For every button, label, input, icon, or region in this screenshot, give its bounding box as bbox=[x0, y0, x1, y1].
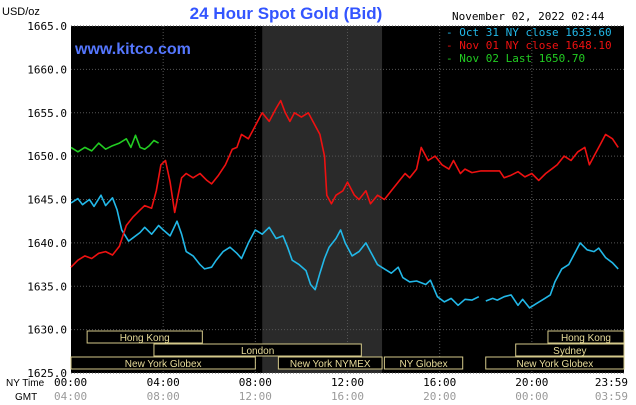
x-tick-label-ny: 20:00 bbox=[515, 376, 548, 389]
session-bar-box bbox=[547, 330, 625, 344]
session-bar: New York Globex bbox=[70, 356, 256, 370]
timestamp: November 02, 2022 02:44 bbox=[452, 10, 605, 23]
y-tick-label: 1640.0 bbox=[27, 237, 67, 250]
session-label: New York NYMEX bbox=[290, 359, 371, 370]
y-tick-label: 1650.0 bbox=[27, 150, 67, 163]
highlight-band bbox=[262, 26, 383, 373]
session-bar: London bbox=[153, 343, 362, 357]
x-tick-label-gmt: 08:00 bbox=[147, 390, 180, 403]
y-tick-label: 1625.0 bbox=[27, 367, 67, 380]
x-axis-ticks: 00:0004:0004:0008:0008:0012:0012:0016:00… bbox=[54, 376, 628, 403]
y-axis-ticks: 1665.0 1660.0 1655.0 1650.0 1645.0 1640.0 1635… bbox=[27, 20, 67, 380]
x-tick-label-ny: 23:59 bbox=[595, 376, 628, 389]
x-tick-label-gmt: 12:00 bbox=[239, 390, 272, 403]
session-bar: Hong Kong bbox=[547, 330, 625, 344]
legend-entry: - Nov 02 Last 1650.70 bbox=[446, 52, 585, 65]
session-bar-box bbox=[277, 356, 383, 370]
series-line bbox=[70, 99, 619, 268]
x-row-label-ny: NY Time bbox=[6, 378, 45, 389]
session-label: New York Globex bbox=[517, 359, 594, 370]
x-tick-label-ny: 08:00 bbox=[239, 376, 272, 389]
grid-lines bbox=[71, 25, 624, 374]
watermark[interactable]: www.kitco.com bbox=[74, 41, 191, 58]
x-tick-label-ny: 12:00 bbox=[331, 376, 364, 389]
session-bar: Sydney bbox=[515, 343, 625, 357]
x-row-label-gmt: GMT bbox=[15, 392, 37, 403]
session-bar: New York NYMEX bbox=[277, 356, 383, 370]
session-bar-box bbox=[383, 356, 464, 370]
session-bar: New York Globex bbox=[485, 356, 625, 370]
session-label: Hong Kong bbox=[120, 333, 170, 344]
session-label: Sydney bbox=[553, 346, 586, 357]
price-series bbox=[70, 99, 619, 309]
session-label: London bbox=[241, 346, 274, 357]
y-tick-label: 1635.0 bbox=[27, 280, 67, 293]
legend: - Oct 31 NY close 1633.60- Nov 01 NY clo… bbox=[446, 26, 612, 65]
session-bar: Hong Kong bbox=[86, 330, 203, 344]
market-sessions: Hong Kong London New York Globex New York N… bbox=[70, 330, 625, 370]
series-line bbox=[70, 134, 159, 153]
session-bar-box bbox=[86, 330, 203, 344]
legend-entry: - Nov 01 NY close 1648.10 bbox=[446, 39, 612, 52]
series-line bbox=[70, 194, 619, 309]
session-bar-box bbox=[485, 356, 625, 370]
y-tick-label: 1645.0 bbox=[27, 194, 67, 207]
session-bar: NY Globex bbox=[383, 356, 464, 370]
x-tick-label-gmt: 04:00 bbox=[54, 390, 87, 403]
y-tick-label: 1630.0 bbox=[27, 324, 67, 337]
x-tick-label-gmt: 20:00 bbox=[423, 390, 456, 403]
session-label: Hong Kong bbox=[561, 333, 611, 344]
y-tick-label: 1660.0 bbox=[27, 63, 67, 76]
session-bar-box bbox=[153, 343, 362, 357]
y-tick-label: 1655.0 bbox=[27, 107, 67, 120]
session-label: New York Globex bbox=[125, 359, 202, 370]
chart-title: 24 Hour Spot Gold (Bid) bbox=[190, 4, 383, 23]
x-tick-label-ny: 00:00 bbox=[54, 376, 87, 389]
session-bar-box bbox=[70, 356, 256, 370]
legend-entry: - Oct 31 NY close 1633.60 bbox=[446, 26, 612, 39]
x-tick-label-gmt: 00:00 bbox=[515, 390, 548, 403]
x-tick-label-gmt: 16:00 bbox=[331, 390, 364, 403]
x-tick-label-ny: 16:00 bbox=[423, 376, 456, 389]
x-tick-label-gmt: 03:59 bbox=[595, 390, 628, 403]
session-label: NY Globex bbox=[399, 359, 447, 370]
session-bar-box bbox=[515, 343, 625, 357]
x-tick-label-ny: 04:00 bbox=[147, 376, 180, 389]
y-tick-label: 1665.0 bbox=[27, 20, 67, 33]
y-axis-label: USD/oz bbox=[2, 6, 40, 18]
